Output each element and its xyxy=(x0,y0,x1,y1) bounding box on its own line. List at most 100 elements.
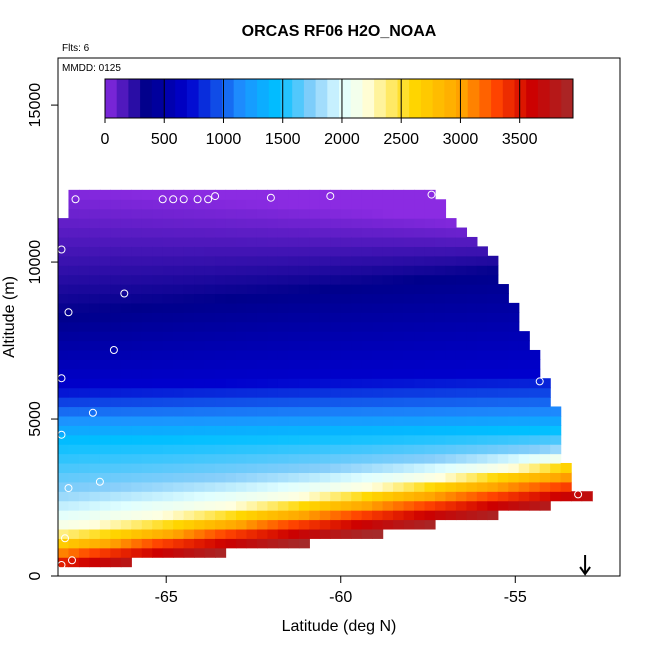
heatmap-cell xyxy=(288,378,300,389)
heatmap-cell xyxy=(539,453,551,464)
heatmap-cell xyxy=(120,246,132,257)
heatmap-cell xyxy=(194,208,206,219)
heatmap-cell xyxy=(455,293,468,304)
heatmap-cell xyxy=(434,387,447,398)
heatmap-cell xyxy=(225,519,237,530)
heatmap-cell xyxy=(120,368,132,379)
heatmap-cell xyxy=(225,189,237,200)
y-tick-label: 15000 xyxy=(27,83,44,128)
heatmap-cell xyxy=(183,528,195,539)
heatmap-cell xyxy=(110,397,122,408)
heatmap-cell xyxy=(330,425,342,436)
heatmap-cell xyxy=(256,378,269,389)
heatmap-cell xyxy=(487,406,499,417)
heatmap-cell xyxy=(215,538,227,549)
heatmap-cell xyxy=(204,491,216,502)
heatmap-cell xyxy=(183,462,195,473)
heatmap-cell xyxy=(173,274,185,285)
observation-point xyxy=(179,195,188,204)
heatmap-cell xyxy=(194,415,206,426)
heatmap-cell xyxy=(434,406,447,417)
heatmap-cell xyxy=(309,302,321,313)
heatmap-cell xyxy=(225,444,237,455)
heatmap-cell xyxy=(351,246,363,257)
heatmap-cell xyxy=(487,500,499,511)
heatmap-cell xyxy=(393,349,405,360)
heatmap-cell xyxy=(246,397,258,408)
heatmap-cell xyxy=(298,265,310,276)
heatmap-cell xyxy=(414,236,426,247)
heatmap-cell xyxy=(58,331,70,342)
heatmap-cell xyxy=(529,387,541,398)
heatmap-cell xyxy=(340,481,352,492)
heatmap-cell xyxy=(141,500,153,511)
heatmap-cell xyxy=(487,293,499,304)
heatmap-cell xyxy=(246,368,258,379)
heatmap-cell xyxy=(403,208,415,219)
heatmap-cell xyxy=(215,284,227,295)
heatmap-cell xyxy=(424,312,436,323)
heatmap-cell xyxy=(330,189,342,200)
heatmap-cell xyxy=(99,387,111,398)
heatmap-cell xyxy=(455,236,468,247)
heatmap-cell xyxy=(141,199,153,210)
heatmap-cell xyxy=(372,331,384,342)
heatmap-cell xyxy=(508,500,520,511)
heatmap-cell xyxy=(487,265,499,276)
heatmap-cell xyxy=(434,359,447,370)
heatmap-cell xyxy=(78,255,91,266)
heatmap-cell xyxy=(361,321,373,332)
heatmap-cell xyxy=(110,189,122,200)
heatmap-cell xyxy=(476,312,488,323)
heatmap-cell xyxy=(89,510,101,521)
heatmap-cell xyxy=(152,528,164,539)
heatmap-cell xyxy=(487,368,499,379)
heatmap-cell xyxy=(173,538,185,549)
heatmap-cell xyxy=(277,321,289,332)
heatmap-cell xyxy=(110,359,122,370)
heatmap-cell xyxy=(99,321,111,332)
heatmap-cell xyxy=(434,227,447,238)
heatmap-cell xyxy=(340,293,352,304)
heatmap-cell xyxy=(236,246,248,257)
heatmap-cell xyxy=(361,349,373,360)
heatmap-cell xyxy=(267,462,279,473)
heatmap-cell xyxy=(508,425,520,436)
heatmap-cell xyxy=(414,284,426,295)
heatmap-cell xyxy=(393,491,405,502)
heatmap-cell xyxy=(267,368,279,379)
heatmap-cell xyxy=(236,538,248,549)
observation-point xyxy=(574,490,583,499)
heatmap-cell xyxy=(445,293,457,304)
heatmap-cell xyxy=(382,265,394,276)
heatmap-cell xyxy=(476,444,488,455)
heatmap-cell xyxy=(403,227,415,238)
heatmap-cell xyxy=(487,453,499,464)
heatmap-cell xyxy=(246,284,258,295)
heatmap-cell xyxy=(194,349,206,360)
heatmap-cell xyxy=(288,227,300,238)
heatmap-cell xyxy=(351,491,363,502)
heatmap-cell xyxy=(183,293,195,304)
observation-point xyxy=(95,477,104,486)
colorbar-segment xyxy=(479,79,492,118)
heatmap-cell xyxy=(120,557,132,568)
heatmap-cell xyxy=(173,491,185,502)
heatmap-cell xyxy=(330,378,342,389)
heatmap-cell xyxy=(225,340,237,351)
heatmap-cell xyxy=(476,359,488,370)
heatmap-cell xyxy=(298,293,310,304)
heatmap-cell xyxy=(236,528,248,539)
heatmap-cell xyxy=(403,302,415,313)
heatmap-cell xyxy=(414,331,426,342)
heatmap-cell xyxy=(215,528,227,539)
heatmap-cell xyxy=(455,425,468,436)
heatmap-cell xyxy=(110,425,122,436)
heatmap-cell xyxy=(298,199,310,210)
heatmap-cell xyxy=(508,359,520,370)
heatmap-cell xyxy=(267,274,279,285)
heatmap-cell xyxy=(246,528,258,539)
heatmap-cell xyxy=(120,340,132,351)
heatmap-cell xyxy=(267,349,279,360)
heatmap-cell xyxy=(487,397,499,408)
